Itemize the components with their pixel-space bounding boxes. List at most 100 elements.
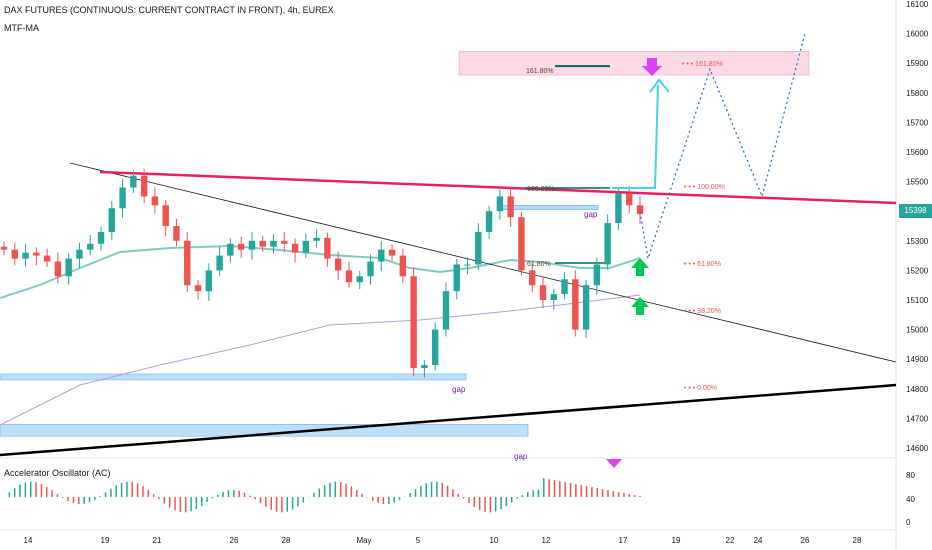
candle-body[interactable] — [431, 329, 439, 366]
candle-body[interactable] — [302, 240, 310, 253]
candle-body[interactable] — [324, 237, 331, 259]
candle-body[interactable] — [529, 270, 536, 286]
candle-body[interactable] — [539, 285, 547, 300]
candle-body[interactable] — [636, 205, 644, 215]
candle-body[interactable] — [227, 243, 234, 256]
support-line[interactable] — [0, 383, 897, 457]
candle-body[interactable] — [485, 211, 493, 232]
price-tick-label: 16000 — [906, 30, 929, 39]
resistance-line[interactable] — [99, 170, 897, 205]
candle-body[interactable] — [119, 187, 126, 209]
gap-box-mid[interactable] — [0, 373, 467, 381]
candle-body[interactable] — [518, 217, 525, 271]
candle-body[interactable] — [248, 240, 256, 250]
candle-body[interactable] — [0, 246, 8, 250]
candle-body[interactable] — [410, 276, 417, 369]
candle-body[interactable] — [87, 243, 94, 250]
candle-body[interactable] — [550, 294, 557, 300]
candle-body[interactable] — [22, 252, 29, 259]
candle-body[interactable] — [97, 231, 105, 244]
candle-body[interactable] — [151, 196, 159, 206]
candle-body[interactable] — [173, 226, 180, 241]
price-tick-label: 16100 — [906, 0, 929, 9]
cyan-target-arrow[interactable] — [612, 84, 659, 189]
fib-label-0-right: • • • 0.00% — [684, 385, 717, 392]
price-tick-label: 15900 — [906, 59, 929, 68]
candle-body[interactable] — [572, 279, 579, 330]
candle-body[interactable] — [65, 258, 72, 277]
time-tick-label: 17 — [619, 536, 628, 545]
time-tick-label: 19 — [101, 536, 110, 545]
price-tick-label: 15600 — [906, 148, 929, 157]
candle-body[interactable] — [367, 261, 374, 277]
candle-body[interactable] — [237, 243, 245, 250]
green-up-arrow-lower — [631, 297, 649, 315]
gap-label-low: gap — [514, 452, 528, 461]
gap-box-low[interactable] — [0, 424, 529, 437]
candle-body[interactable] — [615, 193, 622, 224]
time-tick-label: 12 — [542, 536, 551, 545]
price-tick-label: 15700 — [906, 118, 929, 127]
candle-body[interactable] — [464, 264, 471, 266]
price-tick-label: 15800 — [906, 89, 929, 98]
price-tick-label: 15100 — [906, 296, 929, 305]
candle-body[interactable] — [281, 240, 288, 244]
time-tick-label: 28 — [853, 536, 862, 545]
fib-target-zone[interactable] — [458, 51, 810, 76]
candle-body[interactable] — [421, 365, 428, 369]
candle-body[interactable] — [582, 285, 590, 330]
candle-body[interactable] — [626, 193, 633, 206]
time-tick-label: 14 — [24, 536, 33, 545]
candle-body[interactable] — [378, 249, 385, 262]
oscillator-tick-label: 0 — [906, 518, 911, 527]
price-tick-label: 15500 — [906, 178, 929, 187]
candle-body[interactable] — [345, 270, 353, 283]
candle-body[interactable] — [184, 240, 191, 286]
candle-body[interactable] — [593, 264, 601, 286]
chart-title: DAX FUTURES (CONTINUOUS: CURRENT CONTRAC… — [4, 5, 334, 15]
oscillator-label[interactable]: Accelerator Oscillator (AC) — [4, 468, 111, 478]
price-tick-label: 14900 — [906, 355, 929, 364]
time-tick-label: May — [356, 536, 371, 545]
candle-body[interactable] — [604, 223, 611, 265]
candle-body[interactable] — [334, 258, 342, 271]
candle-body[interactable] — [561, 279, 568, 295]
candle-body[interactable] — [216, 255, 223, 271]
candle-body[interactable] — [356, 276, 363, 283]
candle-body[interactable] — [453, 264, 460, 292]
cyan-arrowhead — [649, 78, 670, 93]
price-tick-label: 14600 — [906, 444, 929, 453]
candle-body[interactable] — [43, 255, 51, 262]
fib-label-target-left: 161.80% — [526, 68, 554, 75]
candle-body[interactable] — [54, 261, 62, 277]
price-tick-label: 15300 — [906, 237, 929, 246]
candle-body[interactable] — [162, 205, 169, 226]
candle-body[interactable] — [270, 240, 277, 247]
candle-body[interactable] — [388, 249, 396, 256]
candle-body[interactable] — [399, 255, 407, 277]
candle-body[interactable] — [442, 291, 450, 330]
time-tick-label: 28 — [282, 536, 291, 545]
projection-path[interactable] — [639, 33, 806, 259]
candle-body[interactable] — [108, 208, 115, 232]
gap-label-top: gap — [584, 210, 598, 219]
candle-body[interactable] — [130, 175, 137, 188]
candle-body[interactable] — [291, 243, 299, 253]
candle-body[interactable] — [475, 231, 482, 265]
candle-body[interactable] — [205, 270, 213, 292]
candle-body[interactable] — [11, 249, 18, 259]
candle-body[interactable] — [76, 249, 83, 259]
candle-body[interactable] — [140, 175, 148, 197]
indicator-label[interactable]: MTF-MA — [4, 23, 39, 33]
candle-body[interactable] — [496, 196, 504, 212]
candle-body[interactable] — [33, 252, 40, 256]
candle-body[interactable] — [259, 240, 266, 247]
candle-body[interactable] — [313, 237, 320, 241]
last-price-badge: 15398 — [899, 204, 932, 218]
gap-label-mid: gap — [452, 385, 466, 394]
descending-trendline[interactable] — [69, 162, 897, 363]
candle-body[interactable] — [507, 196, 514, 218]
candle-body[interactable] — [194, 285, 202, 292]
